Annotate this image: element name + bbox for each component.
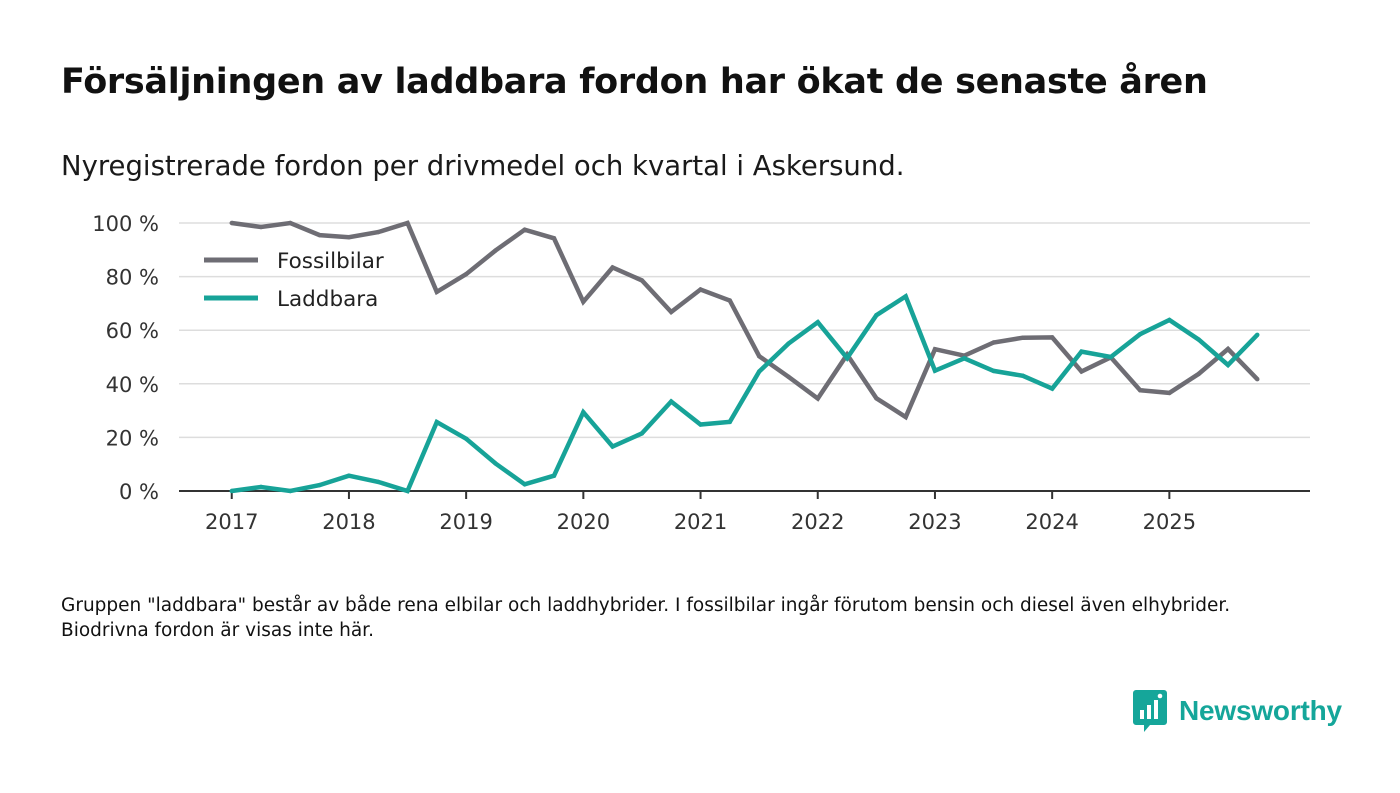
data-point — [1050, 335, 1055, 340]
y-tick-label: 100 % — [92, 212, 159, 236]
data-point — [786, 341, 791, 346]
legend-label-fossilbilar: Fossilbilar — [277, 249, 384, 274]
data-point — [1079, 369, 1084, 374]
data-point — [669, 309, 674, 315]
data-point — [962, 356, 967, 361]
data-point — [434, 289, 439, 295]
data-point — [1020, 373, 1026, 378]
data-point — [757, 369, 762, 374]
data-point — [610, 265, 615, 270]
data-point — [317, 232, 322, 238]
y-tick-label: 60 % — [106, 319, 159, 343]
data-point — [522, 227, 527, 232]
data-point — [522, 482, 527, 487]
data-point — [757, 354, 762, 359]
data-point — [1020, 335, 1026, 340]
brand-logo[interactable]: Newsworthy — [1133, 690, 1342, 732]
data-point — [551, 236, 557, 241]
data-point — [405, 220, 410, 226]
data-point — [639, 431, 645, 436]
data-point — [1050, 386, 1055, 391]
data-point — [1196, 337, 1201, 342]
x-tick-label: 2020 — [557, 510, 610, 534]
data-point — [1255, 332, 1260, 337]
brand-name: Newsworthy — [1179, 695, 1342, 726]
data-point — [815, 396, 820, 401]
data-point — [903, 414, 908, 420]
y-tick-label: 20 % — [106, 426, 159, 450]
data-point — [346, 473, 352, 478]
data-point — [551, 473, 557, 478]
data-point — [229, 488, 234, 494]
chart-subtitle: Nyregistrerade fordon per drivmedel och … — [61, 150, 905, 182]
data-point — [581, 299, 586, 304]
x-tick-label: 2017 — [205, 510, 258, 534]
data-point — [317, 482, 322, 488]
data-point — [991, 368, 996, 374]
x-tick-label: 2025 — [1143, 510, 1196, 534]
data-point — [698, 422, 703, 427]
data-point — [376, 229, 381, 235]
legend: Fossilbilar Laddbara — [204, 249, 384, 312]
x-tick-label: 2024 — [1025, 510, 1078, 534]
data-point — [493, 461, 498, 466]
data-point — [903, 294, 908, 299]
data-point — [493, 248, 498, 253]
x-axis-ticks: 2017 2018 2019 2020 2021 2022 2023 2024 2025 — [179, 490, 1310, 534]
line-chart: 0 % 20 % 40 % 60 % 80 % 100 % 2017 2018 2019 202… — [92, 212, 1310, 534]
data-point — [463, 436, 469, 441]
data-point — [639, 278, 645, 283]
data-point — [229, 220, 234, 226]
data-point — [1079, 349, 1084, 354]
series-line-laddbara — [231, 293, 1259, 494]
data-point — [932, 347, 938, 352]
x-tick-label: 2023 — [908, 510, 961, 534]
data-point — [874, 313, 879, 318]
data-point — [1225, 362, 1231, 368]
x-tick-label: 2018 — [322, 510, 375, 534]
y-tick-label: 0 % — [119, 480, 159, 504]
data-point — [346, 235, 352, 240]
data-point — [1196, 371, 1201, 377]
data-point — [932, 368, 938, 373]
data-point — [874, 396, 879, 401]
x-tick-label: 2021 — [674, 510, 727, 534]
legend-label-laddbara: Laddbara — [277, 287, 378, 312]
series-line-fossilbilar — [231, 220, 1259, 421]
data-point — [727, 419, 732, 425]
data-point — [669, 399, 674, 404]
data-point — [698, 287, 703, 292]
data-point — [1137, 388, 1143, 393]
y-axis-ticks: 0 % 20 % 40 % 60 % 80 % 100 % — [92, 212, 159, 504]
y-tick-label: 40 % — [106, 373, 159, 397]
data-point — [786, 374, 791, 379]
data-point — [844, 355, 850, 361]
data-point — [434, 419, 439, 425]
data-point — [991, 340, 996, 345]
data-point — [463, 272, 469, 277]
data-point — [405, 488, 410, 494]
chart-title: Försäljningen av laddbara fordon har öka… — [61, 62, 1208, 102]
x-tick-label: 2019 — [439, 510, 492, 534]
data-point — [581, 410, 586, 415]
data-point — [288, 488, 293, 494]
data-point — [258, 224, 264, 230]
data-point — [258, 484, 264, 490]
data-point — [1137, 332, 1143, 337]
data-point — [376, 479, 381, 485]
data-point — [1167, 390, 1172, 396]
data-point — [1255, 377, 1260, 382]
newsworthy-logo-icon — [1133, 690, 1167, 732]
data-point — [1108, 354, 1114, 360]
y-tick-label: 80 % — [106, 266, 159, 290]
x-tick-label: 2022 — [791, 510, 844, 534]
data-point — [1167, 317, 1172, 323]
footnote: Gruppen "laddbara" består av både rena e… — [61, 595, 1231, 641]
data-point — [610, 444, 615, 449]
series-lines — [229, 220, 1260, 494]
data-point — [1225, 346, 1231, 352]
data-point — [727, 298, 732, 303]
data-point — [288, 220, 293, 226]
data-point — [815, 320, 820, 325]
